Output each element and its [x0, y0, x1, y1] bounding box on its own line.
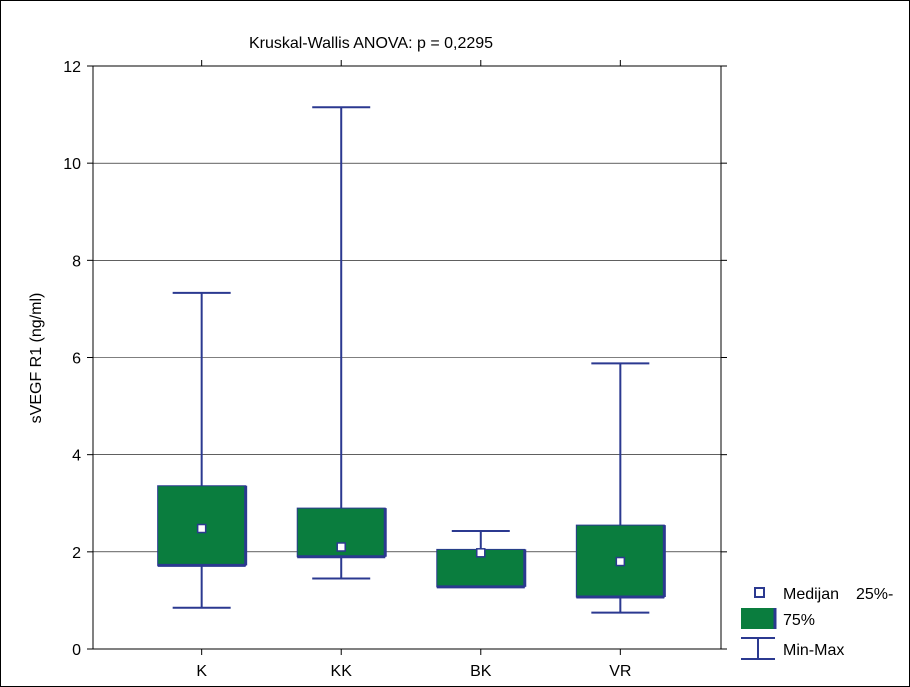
x-axis-ticks: K KK BK VR	[196, 60, 631, 680]
y-axis-ticks: 0 2 4 6 8 10 12	[63, 59, 727, 659]
legend: Medijan 25%- 75% Min-Max	[741, 586, 893, 660]
x-tick-label-kk: KK	[331, 663, 353, 680]
chart-title: Kruskal-Wallis ANOVA: p = 0,2295	[249, 35, 493, 52]
y-tick-label-0: 0	[72, 642, 81, 659]
box-group-vr	[575, 362, 666, 614]
y-tick-label-12: 12	[63, 59, 81, 76]
median-marker-kk	[336, 542, 346, 552]
median-marker-bk	[476, 548, 486, 558]
y-axis-label: sVEGF R1 (ng/ml)	[28, 293, 45, 424]
legend-whisker-label: Min-Max	[783, 642, 844, 659]
x-tick-label-vr: VR	[609, 663, 631, 680]
legend-box-swatch	[741, 608, 775, 629]
box-group-bk	[436, 529, 527, 589]
median-marker-vr	[615, 556, 626, 567]
legend-box-label-line1: 25%-	[856, 586, 893, 603]
legend-box-label-line2: 75%	[783, 612, 815, 629]
y-tick-label-10: 10	[63, 156, 81, 173]
y-tick-label-2: 2	[72, 545, 81, 562]
box-series	[157, 106, 666, 614]
x-tick-label-k: K	[196, 663, 207, 680]
median-marker-k	[196, 523, 207, 534]
y-tick-label-6: 6	[72, 351, 81, 368]
box-group-kk	[296, 106, 387, 580]
legend-median-marker	[754, 587, 765, 598]
box-group-k	[157, 291, 248, 609]
legend-median-label: Medijan	[783, 586, 839, 603]
y-tick-label-4: 4	[72, 448, 81, 465]
y-tick-label-8: 8	[72, 253, 81, 270]
x-tick-label-bk: BK	[470, 663, 492, 680]
